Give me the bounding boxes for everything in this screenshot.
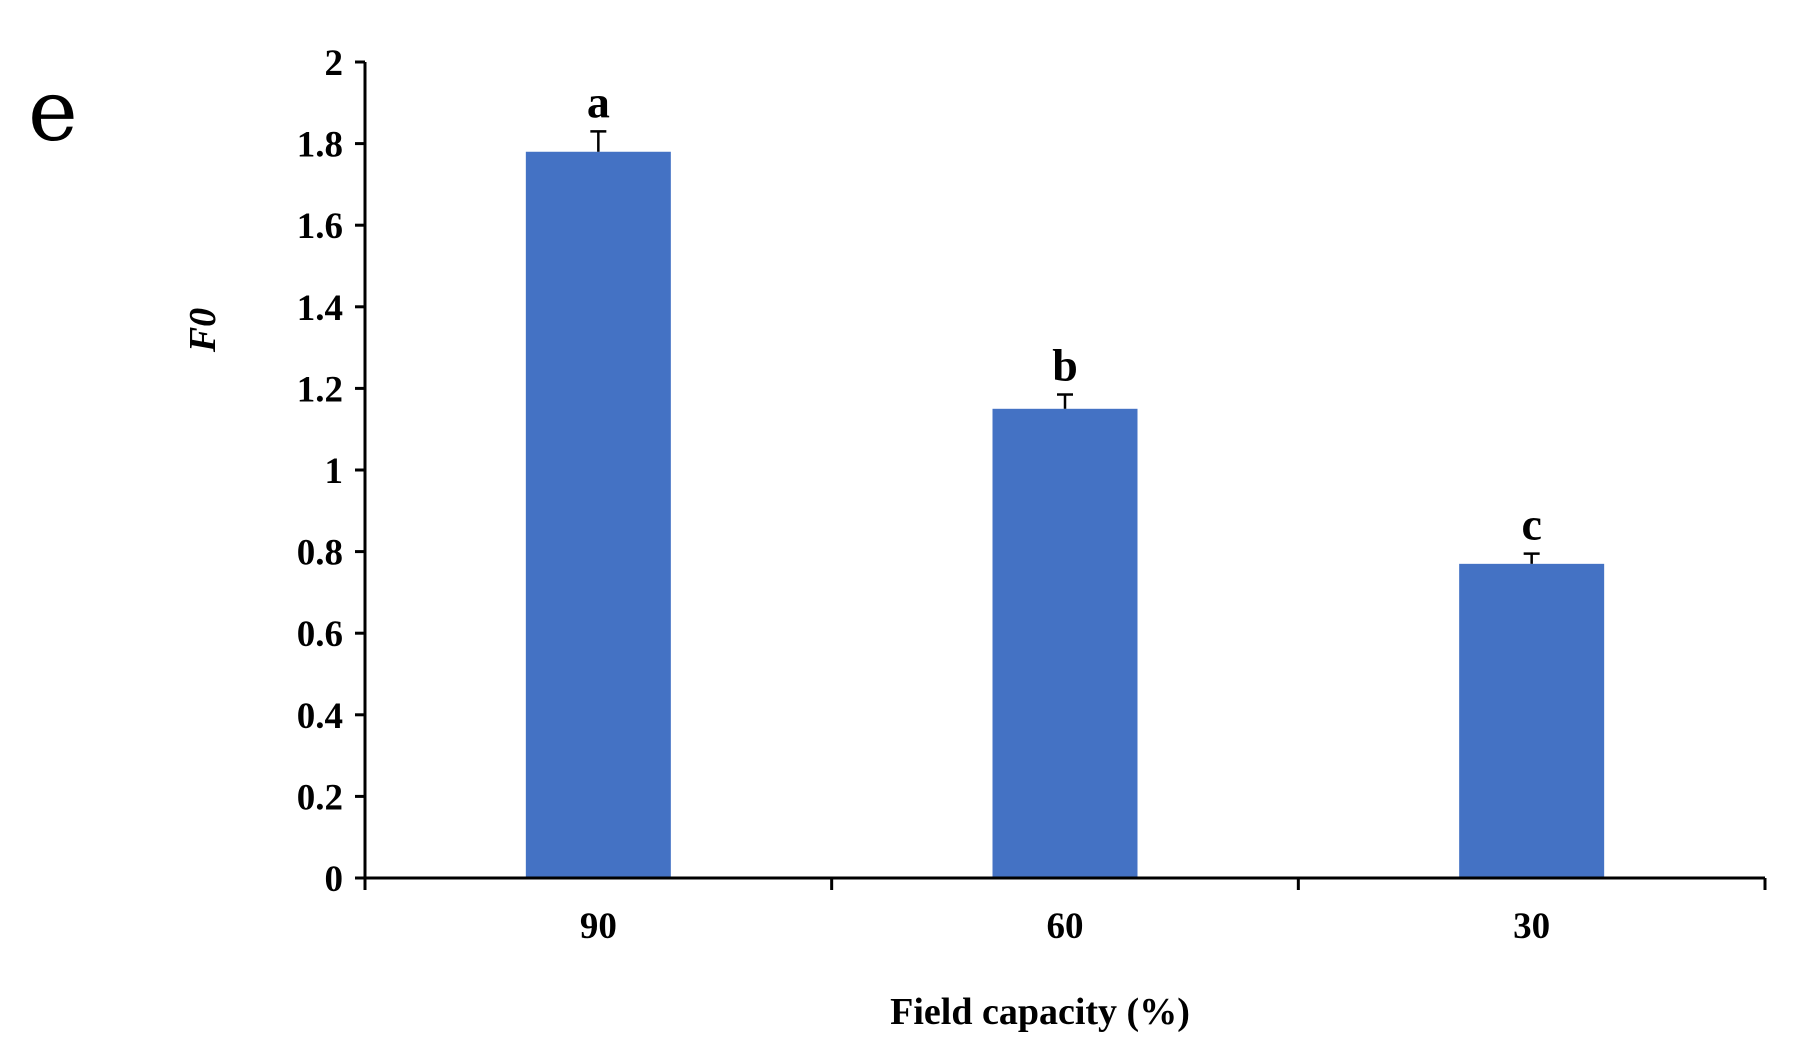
- y-tick-label: 1.4: [297, 288, 343, 329]
- x-tick-label: 30: [1513, 906, 1550, 947]
- y-tick-label: 0.2: [297, 777, 343, 818]
- y-tick-label: 0.6: [297, 614, 343, 655]
- y-tick-label: 1.6: [297, 206, 343, 247]
- y-tick-label: 1.8: [297, 125, 343, 166]
- y-tick-label: 0.8: [297, 533, 343, 574]
- x-tick-label: 90: [580, 906, 617, 947]
- y-axis-ticks: 0 0.2 0.4 0.6 0.8 1 1.2 1.4 1.6 1.8 2: [297, 43, 365, 900]
- y-tick-label: 0: [325, 859, 344, 900]
- y-tick-label: 1.2: [297, 369, 343, 410]
- bar: [992, 408, 1138, 878]
- y-tick-label: 2: [325, 43, 344, 84]
- bars: [525, 151, 1605, 878]
- y-axis-title: F0: [182, 308, 224, 353]
- error-bars: [590, 130, 1540, 564]
- panel-label: e: [28, 62, 78, 160]
- significance-label: b: [1052, 340, 1078, 391]
- bar: [1459, 563, 1605, 878]
- x-tick-label: 60: [1047, 906, 1084, 947]
- significance-label: c: [1521, 499, 1541, 550]
- x-axis-ticks: 90 60 30: [363, 878, 1767, 947]
- y-tick-label: 0.4: [297, 696, 343, 737]
- x-axis-title: Field capacity (%): [890, 991, 1190, 1033]
- y-tick-label: 1: [325, 451, 344, 492]
- bar: [525, 151, 671, 878]
- significance-label: a: [587, 76, 610, 127]
- significance-labels: a b c: [587, 76, 1542, 549]
